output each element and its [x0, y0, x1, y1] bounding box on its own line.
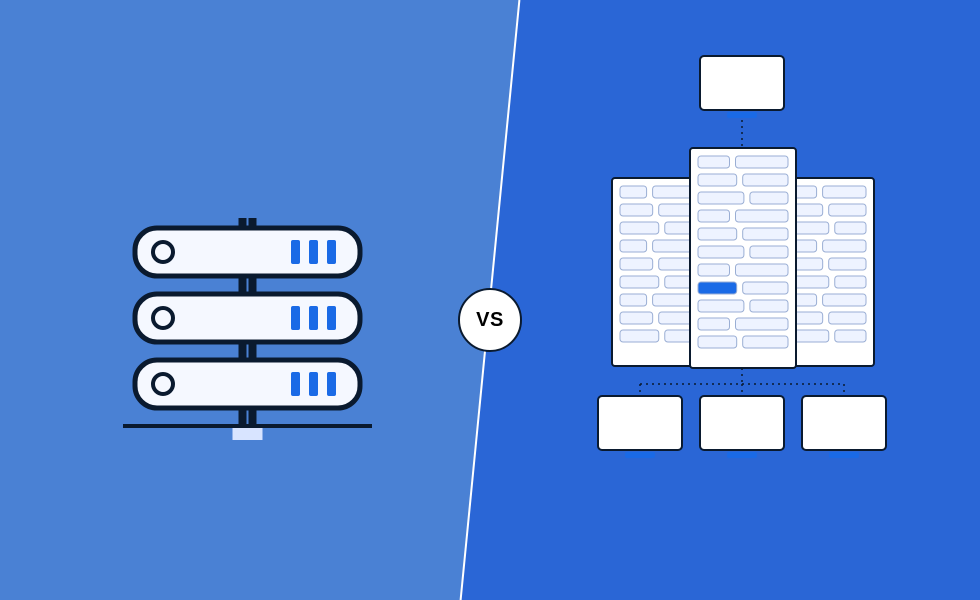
- vs-badge: VS: [458, 288, 522, 352]
- vs-label: VS: [476, 309, 504, 332]
